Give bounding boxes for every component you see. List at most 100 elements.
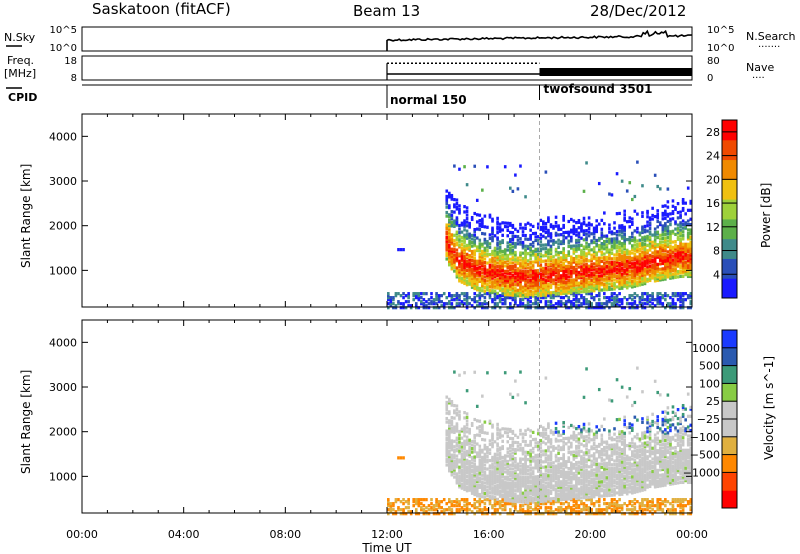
echo-cell [580, 284, 583, 289]
colorbar-segment [722, 159, 737, 180]
echo-cell [562, 288, 565, 292]
echo-cell [536, 274, 540, 278]
echo-cell [448, 512, 451, 516]
echo-cell [481, 280, 484, 284]
echo-cell [679, 298, 682, 302]
echo-cell [572, 425, 576, 429]
echo-cell [577, 471, 581, 475]
echo-cell [580, 304, 583, 308]
echo-cell [542, 272, 545, 276]
echo-cell [631, 244, 634, 248]
echo-cell [509, 472, 512, 476]
echo-cell [559, 288, 563, 292]
echo-cell [417, 512, 421, 516]
echo-cell [608, 230, 611, 234]
echo-cell [656, 244, 660, 249]
echo-cell [669, 255, 672, 259]
echo-cell [570, 479, 573, 483]
echo-cell [674, 206, 677, 210]
echo-cell [503, 495, 507, 499]
echo-cell [547, 461, 550, 465]
echo-cell [664, 252, 667, 256]
echo-cell [465, 419, 469, 423]
echo-cell [534, 494, 538, 499]
echo-cell [445, 237, 449, 241]
echo-cell [501, 487, 504, 492]
nsearch-legend: ....... [758, 39, 780, 50]
echo-cell [531, 430, 535, 434]
echo-cell [516, 482, 520, 486]
echo-cell [684, 273, 687, 277]
echo-cell [465, 263, 469, 267]
echo-cell [549, 484, 553, 488]
echo-cell [585, 266, 588, 270]
echo-cell [597, 256, 601, 260]
echo-cell [592, 228, 596, 232]
echo-cell [498, 272, 502, 276]
echo-cell [468, 438, 471, 442]
echo-cell [658, 302, 662, 306]
echo-cell [463, 484, 466, 488]
echo-cell [638, 298, 642, 302]
echo-cell [656, 232, 660, 236]
echo-cell [486, 241, 489, 245]
echo-cell [473, 498, 477, 502]
echo-cell [610, 287, 614, 291]
echo-cell [445, 235, 449, 240]
echo-cell [483, 512, 487, 516]
echo-cell [503, 371, 507, 375]
echo-cell [432, 298, 436, 302]
echo-cell [491, 464, 494, 468]
echo-cell [686, 246, 690, 250]
echo-cell [470, 461, 474, 465]
echo-cell [679, 269, 682, 273]
echo-cell [491, 477, 494, 481]
echo-cell [661, 256, 665, 260]
echo-cell [534, 287, 538, 291]
echo-cell [526, 298, 530, 302]
echo-cell [529, 439, 532, 444]
echo-cell [580, 455, 583, 459]
echo-cell [669, 296, 672, 300]
echo-cell [514, 433, 517, 437]
echo-cell [473, 370, 477, 374]
echo-cell [539, 464, 543, 468]
echo-cell [547, 277, 550, 281]
echo-cell [547, 506, 550, 510]
echo-cell [633, 243, 637, 247]
echo-cell [646, 250, 649, 255]
echo-cell [623, 282, 626, 287]
echo-cell [486, 302, 489, 306]
echo-cell [501, 274, 504, 279]
echo-cell [651, 246, 654, 250]
echo-cell [509, 257, 512, 261]
echo-cell [679, 253, 682, 257]
echo-cell [529, 452, 532, 456]
echo-cell [638, 244, 642, 248]
echo-cell [521, 475, 525, 479]
echo-cell [557, 439, 560, 443]
echo-cell [463, 371, 466, 375]
echo-cell [514, 292, 517, 296]
echo-cell [478, 296, 482, 300]
echo-cell [648, 260, 652, 265]
echo-cell [470, 255, 474, 259]
echo-cell [460, 508, 464, 512]
echo-cell [526, 221, 530, 225]
echo-cell [448, 454, 451, 459]
echo-cell [509, 510, 512, 514]
echo-cell [567, 234, 571, 238]
echo-cell [562, 497, 565, 502]
echo-cell [445, 198, 449, 202]
echo-cell [597, 288, 601, 292]
echo-cell [491, 237, 494, 241]
echo-cell [575, 475, 578, 479]
echo-cell [486, 512, 489, 516]
echo-cell [498, 433, 502, 438]
echo-cell [478, 238, 482, 242]
echo-cell [638, 279, 642, 283]
echo-cell [653, 227, 657, 231]
echo-cell [425, 510, 428, 514]
echo-cell [625, 248, 629, 252]
echo-cell [638, 247, 642, 251]
